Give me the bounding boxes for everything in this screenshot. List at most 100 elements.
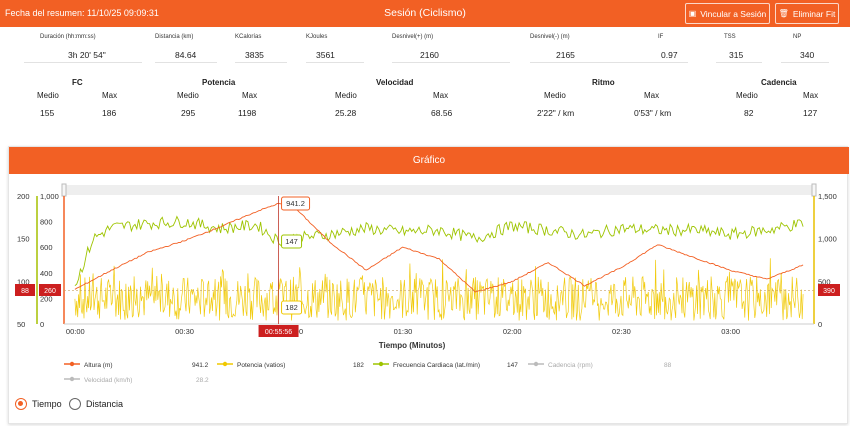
stat-duration-label: Duración (hh:mm:ss)	[40, 34, 96, 40]
y-tick-altitude: 0	[40, 320, 44, 329]
box-icon: ▣	[688, 9, 697, 18]
crosshair-right-badge	[818, 284, 840, 296]
group-pace-avg-label: Medio	[544, 91, 566, 100]
stat-elev-down-label: Desnivel(-) (m)	[530, 34, 570, 40]
crosshair-left-value: 88	[21, 288, 29, 295]
mode-distance-radio[interactable]: Distancia	[69, 398, 123, 410]
group-cadence-title: Cadencia	[761, 78, 797, 87]
crosshair-left-badge	[15, 284, 35, 296]
stat-kjoules-value: 3561	[316, 50, 335, 60]
link-session-button[interactable]: ▣ Vincular a Sesión	[685, 3, 770, 24]
group-pace-avg: 2'22" / km	[537, 108, 575, 118]
stat-elev-down-value: 2165	[556, 50, 575, 60]
stat-kcal-label: KCalorías	[235, 34, 262, 40]
series-altitude-line	[74, 203, 804, 293]
y-tick-power: 500	[818, 277, 831, 286]
group-fc-title: FC	[72, 78, 83, 87]
legend-label-3: Cadencia (rpm)	[548, 362, 593, 369]
radio-unselected-icon	[69, 398, 81, 410]
x-tick-label: 01:30	[394, 327, 413, 336]
group-cadence-avg: 82	[744, 108, 754, 118]
tooltip-heart-rate-value: 147	[285, 237, 298, 246]
crosshair-time-badge	[258, 325, 299, 337]
y-tick-altitude: 400	[40, 269, 53, 278]
group-power-avg-label: Medio	[177, 91, 199, 100]
stat-distance-value: 84.64	[175, 50, 197, 60]
legend-marker	[533, 361, 539, 367]
stat-kcal-value: 3835	[245, 50, 264, 60]
group-power-max: 1198	[238, 108, 257, 118]
stat-np-value: 340	[800, 50, 815, 60]
legend-label-0: Altura (m)	[84, 362, 113, 369]
group-speed-max-label: Max	[433, 91, 449, 100]
y-tick-power: 1,000	[818, 235, 837, 244]
legend-value-0: 941.2	[192, 362, 209, 369]
delete-fit-label: Eliminar Fit	[792, 8, 836, 19]
group-fc-max-label: Max	[102, 91, 118, 100]
stat-duration-value: 3h 20' 54"	[68, 50, 106, 60]
mode-time-radio[interactable]: Tiempo	[15, 398, 62, 410]
tooltip-altitude	[281, 196, 311, 211]
series-power-line	[74, 258, 804, 321]
stat-tss-label: TSS	[724, 34, 736, 40]
group-cadence-max-label: Max	[803, 91, 819, 100]
navigator-handle-right[interactable]	[811, 183, 817, 197]
crosshair-left-value2: 260	[44, 288, 56, 295]
legend-label-4: Velocidad (km/h)	[84, 377, 132, 384]
legend-label-1: Potencia (vatios)	[237, 362, 285, 369]
group-fc-avg: 155	[40, 108, 55, 118]
crosshair-right-value: 390	[823, 288, 835, 295]
legend-marker	[222, 361, 228, 367]
legend-marker	[69, 361, 75, 367]
legend-value-2: 147	[507, 362, 518, 369]
y-tick-hr: 150	[17, 235, 30, 244]
tooltip-power	[281, 300, 303, 315]
legend-marker	[69, 376, 75, 382]
y-tick-power: 1,500	[818, 192, 837, 201]
x-tick-label: 03:00	[721, 327, 740, 336]
tooltip-power-value: 182	[285, 303, 298, 312]
chart-header: Gráfico	[9, 147, 849, 174]
legend-value-4: 28.2	[196, 377, 209, 384]
group-cadence-avg-label: Medio	[736, 91, 758, 100]
radio-selected-icon	[15, 398, 27, 410]
y-tick-power: 0	[818, 320, 822, 329]
group-power-avg: 295	[181, 108, 196, 118]
y-tick-altitude: 800	[40, 218, 53, 227]
stat-kjoules-label: KJoules	[306, 34, 328, 40]
stat-elev-up-value: 2160	[420, 50, 439, 60]
trash-icon: 🗑	[778, 9, 789, 18]
legend-marker	[378, 361, 384, 367]
tooltip-altitude-value: 941.2	[286, 199, 305, 208]
x-tick-label: 00:30	[175, 327, 194, 336]
x-axis-title: Tiempo (Minutos)	[379, 341, 446, 350]
group-pace-max-label: Max	[644, 91, 660, 100]
top-bar: Fecha del resumen: 11/10/25 09:09:31 Ses…	[0, 0, 850, 27]
mode-time-label: Tiempo	[32, 399, 62, 409]
navigator-handle-left[interactable]	[61, 183, 67, 197]
group-fc-max: 186	[102, 108, 117, 118]
navigator-track[interactable]	[64, 185, 814, 195]
group-power-max-label: Max	[242, 91, 258, 100]
stat-tss-value: 315	[729, 50, 744, 60]
group-pace-max: 0'53" / km	[634, 108, 672, 118]
y-tick-hr: 200	[17, 192, 30, 201]
legend-value-3: 88	[664, 362, 672, 369]
stat-if-label: IF	[658, 34, 664, 40]
stat-distance-label: Distancia (km)	[155, 34, 194, 40]
group-pace-title: Ritmo	[592, 78, 615, 87]
group-speed-max: 68.56	[431, 108, 453, 118]
group-cadence-max: 127	[803, 108, 818, 118]
x-tick-label: 00:00	[66, 327, 85, 336]
delete-fit-button[interactable]: 🗑 Eliminar Fit	[775, 3, 839, 24]
series-heart-rate-line	[74, 215, 804, 286]
y-tick-altitude: 600	[40, 243, 53, 252]
group-fc-avg-label: Medio	[37, 91, 59, 100]
y-tick-altitude: 1,000	[40, 192, 59, 201]
group-speed-avg-label: Medio	[335, 91, 357, 100]
y-tick-altitude: 200	[40, 294, 53, 303]
x-tick-label: 02:00	[503, 327, 522, 336]
group-power-title: Potencia	[202, 78, 236, 87]
y-tick-hr: 100	[17, 277, 30, 286]
